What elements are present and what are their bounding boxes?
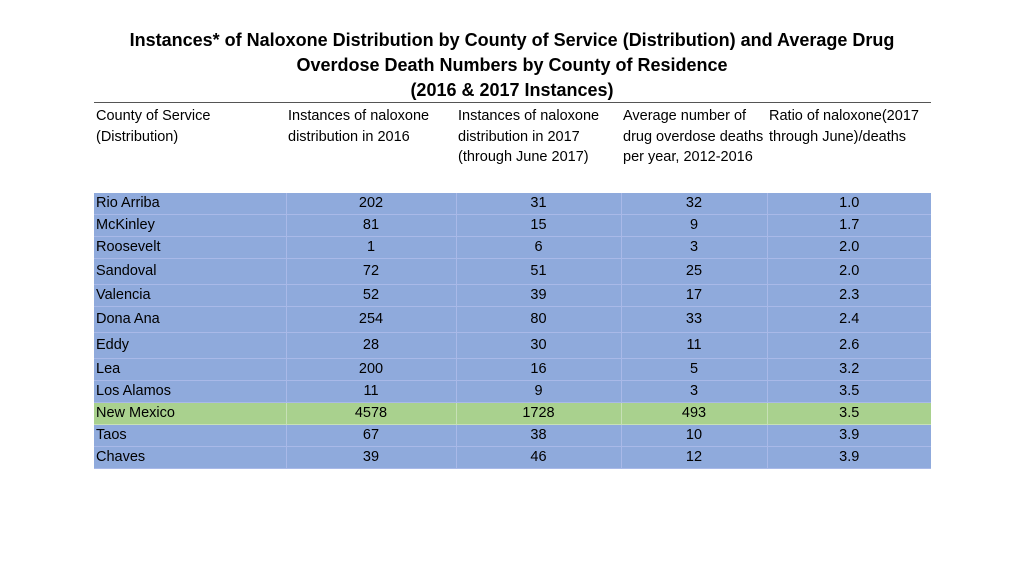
cell-county: Taos	[94, 424, 287, 447]
table-row: Lea 200 16 5 3.2	[94, 358, 931, 381]
cell-ratio: 3.5	[767, 402, 931, 425]
cell-2016: 1	[286, 236, 457, 259]
cell-2017: 39	[456, 284, 622, 307]
title-line-1: Instances* of Naloxone Distribution by C…	[129, 30, 895, 50]
cell-deaths: 17	[621, 284, 768, 307]
table-row: Dona Ana 254 80 33 2.4	[94, 306, 931, 333]
cell-2017: 30	[456, 332, 622, 359]
cell-ratio: 2.6	[767, 332, 931, 359]
cell-ratio: 2.0	[767, 236, 931, 259]
cell-2016: 4578	[286, 402, 457, 425]
slide-title: Instances* of Naloxone Distribution by C…	[0, 28, 1024, 103]
cell-ratio: 2.0	[767, 258, 931, 285]
naloxone-table-container: County of Service (Distribution) Instanc…	[94, 102, 931, 469]
cell-ratio: 3.5	[767, 380, 931, 403]
cell-2016: 254	[286, 306, 457, 333]
header-rule	[94, 102, 931, 103]
title-line-2: Overdose Death Numbers by County of Resi…	[296, 55, 728, 75]
cell-2016: 39	[286, 446, 457, 469]
cell-deaths: 10	[621, 424, 768, 447]
cell-2017: 31	[456, 193, 622, 215]
table-row: Los Alamos 11 9 3 3.5	[94, 380, 931, 403]
cell-deaths: 12	[621, 446, 768, 469]
cell-2017: 1728	[456, 402, 622, 425]
cell-ratio: 1.7	[767, 214, 931, 237]
cell-2017: 15	[456, 214, 622, 237]
table-row: Eddy 28 30 11 2.6	[94, 332, 931, 359]
cell-county: Los Alamos	[94, 380, 287, 403]
table-row: Roosevelt 1 6 3 2.0	[94, 236, 931, 259]
cell-2017: 16	[456, 358, 622, 381]
table-row-highlighted: New Mexico 4578 1728 493 3.5	[94, 402, 931, 425]
cell-ratio: 3.9	[767, 446, 931, 469]
table-row: Taos 67 38 10 3.9	[94, 424, 931, 447]
cell-deaths: 33	[621, 306, 768, 333]
cell-deaths: 25	[621, 258, 768, 285]
cell-deaths: 3	[621, 236, 768, 259]
cell-deaths: 9	[621, 214, 768, 237]
cell-county: Sandoval	[94, 258, 287, 285]
cell-2017: 51	[456, 258, 622, 285]
cell-county: New Mexico	[94, 402, 287, 425]
table-row: Rio Arriba 202 31 32 1.0	[94, 193, 931, 215]
cell-ratio: 3.2	[767, 358, 931, 381]
cell-deaths: 32	[621, 193, 768, 215]
cell-deaths: 493	[621, 402, 768, 425]
cell-2017: 80	[456, 306, 622, 333]
table-row: Chaves 39 46 12 3.9	[94, 446, 931, 469]
cell-deaths: 11	[621, 332, 768, 359]
cell-2016: 72	[286, 258, 457, 285]
table-row: McKinley 81 15 9 1.7	[94, 214, 931, 237]
cell-2016: 202	[286, 193, 457, 215]
cell-county: Roosevelt	[94, 236, 287, 259]
cell-ratio: 2.4	[767, 306, 931, 333]
header-county: County of Service (Distribution)	[96, 108, 211, 145]
cell-county: Eddy	[94, 332, 287, 359]
cell-ratio: 2.3	[767, 284, 931, 307]
cell-ratio: 3.9	[767, 424, 931, 447]
cell-deaths: 3	[621, 380, 768, 403]
cell-county: Rio Arriba	[94, 193, 287, 215]
cell-2016: 11	[286, 380, 457, 403]
header-ratio: Ratio of naloxone(2017 through June)/dea…	[769, 108, 919, 145]
cell-county: Valencia	[94, 284, 287, 307]
cell-2017: 46	[456, 446, 622, 469]
table-row: Sandoval 72 51 25 2.0	[94, 258, 931, 285]
cell-deaths: 5	[621, 358, 768, 381]
cell-2016: 200	[286, 358, 457, 381]
table-header-row: County of Service (Distribution) Instanc…	[94, 103, 931, 193]
cell-2016: 28	[286, 332, 457, 359]
header-2016: Instances of naloxone distribution in 20…	[288, 108, 430, 145]
cell-county: Chaves	[94, 446, 287, 469]
table-row: Valencia 52 39 17 2.3	[94, 284, 931, 307]
cell-2017: 6	[456, 236, 622, 259]
naloxone-table: County of Service (Distribution) Instanc…	[94, 103, 931, 469]
cell-2016: 81	[286, 214, 457, 237]
cell-county: Lea	[94, 358, 287, 381]
cell-2017: 38	[456, 424, 622, 447]
cell-county: Dona Ana	[94, 306, 287, 333]
cell-2017: 9	[456, 380, 622, 403]
cell-2016: 67	[286, 424, 457, 447]
title-line-3: (2016 & 2017 Instances)	[410, 80, 614, 100]
header-2017: Instances of naloxone distribution in 20…	[458, 108, 600, 165]
cell-ratio: 1.0	[767, 193, 931, 215]
header-deaths: Average number of drug overdose deaths p…	[623, 108, 764, 165]
cell-2016: 52	[286, 284, 457, 307]
cell-county: McKinley	[94, 214, 287, 237]
